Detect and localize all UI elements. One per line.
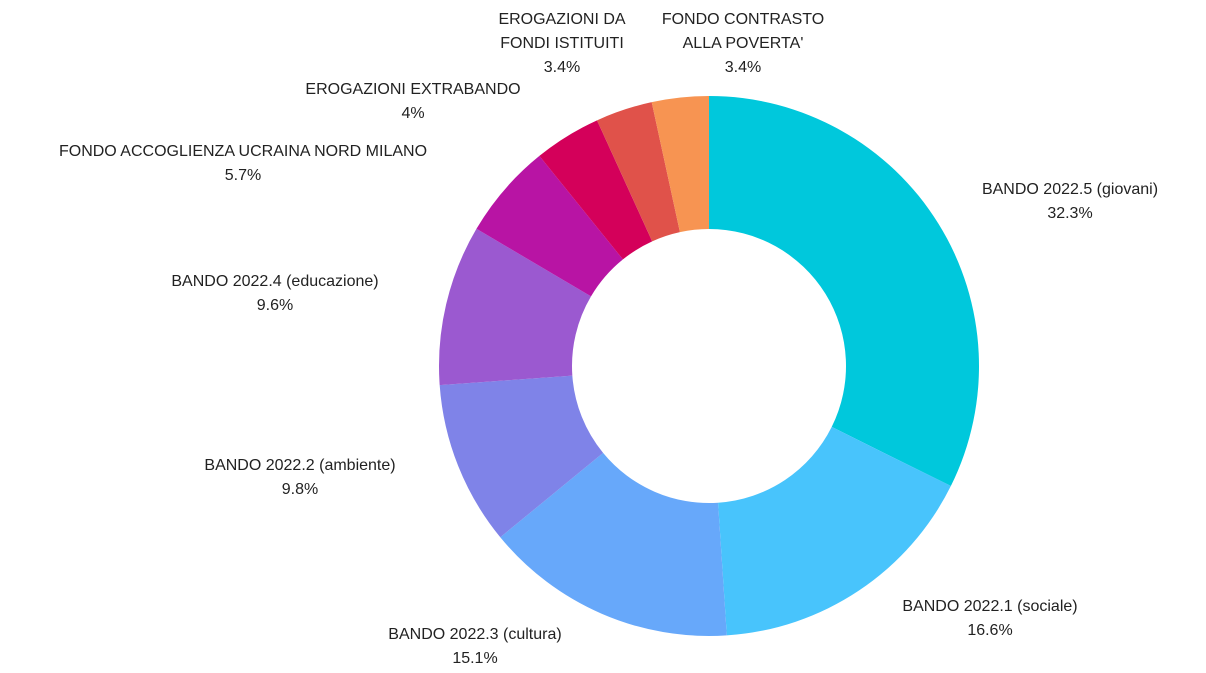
donut-slice (439, 228, 592, 386)
donut-slice (539, 120, 653, 260)
slice-label: BANDO 2022.1 (sociale) 16.6% (840, 595, 1140, 643)
slice-label: BANDO 2022.2 (ambiente) 9.8% (150, 454, 450, 502)
category-name: BANDO 2022.1 (sociale) (902, 598, 1078, 615)
donut-slice (718, 426, 951, 636)
category-name: BANDO 2022.3 (cultura) (388, 626, 562, 643)
value-label: 32.3% (1047, 205, 1093, 222)
category-name: EROGAZIONI EXTRABANDO (305, 81, 521, 98)
category-name: BANDO 2022.4 (educazione) (171, 273, 379, 290)
donut-slice (476, 155, 623, 297)
value-label: 5.7% (224, 167, 262, 184)
slice-label: BANDO 2022.5 (giovani) 32.3% (920, 178, 1206, 226)
donut-slice (651, 96, 709, 233)
slice-label: EROGAZIONI DA FONDI ISTITUITI 3.4% (477, 8, 647, 80)
slice-label: BANDO 2022.4 (educazione) 9.6% (125, 270, 425, 318)
value-label: 3.4% (543, 59, 581, 76)
slice-label: FONDO ACCOGLIENZA UCRAINA NORD MILANO 5.7… (0, 140, 493, 188)
value-label: 9.6% (256, 297, 294, 314)
slice-label: EROGAZIONI EXTRABANDO 4% (263, 78, 563, 126)
category-name: EROGAZIONI DA FONDI ISTITUITI (498, 11, 626, 52)
slice-label: FONDO CONTRASTO ALLA POVERTA' 3.4% (658, 8, 828, 80)
category-name: BANDO 2022.5 (giovani) (981, 181, 1159, 198)
category-name: FONDO CONTRASTO ALLA POVERTA' (661, 11, 825, 52)
donut-slice (597, 102, 680, 242)
donut-slice (500, 452, 727, 636)
value-label: 15.1% (452, 650, 498, 667)
value-label: 4% (401, 105, 425, 122)
donut-slice (439, 375, 604, 538)
value-label: 9.8% (281, 481, 319, 498)
donut-slice (709, 96, 979, 487)
category-name: BANDO 2022.2 (ambiente) (204, 457, 396, 474)
value-label: 3.4% (724, 59, 762, 76)
category-name: FONDO ACCOGLIENZA UCRAINA NORD MILANO (58, 143, 428, 160)
slice-label: BANDO 2022.3 (cultura) 15.1% (325, 623, 625, 671)
value-label: 16.6% (967, 622, 1013, 639)
